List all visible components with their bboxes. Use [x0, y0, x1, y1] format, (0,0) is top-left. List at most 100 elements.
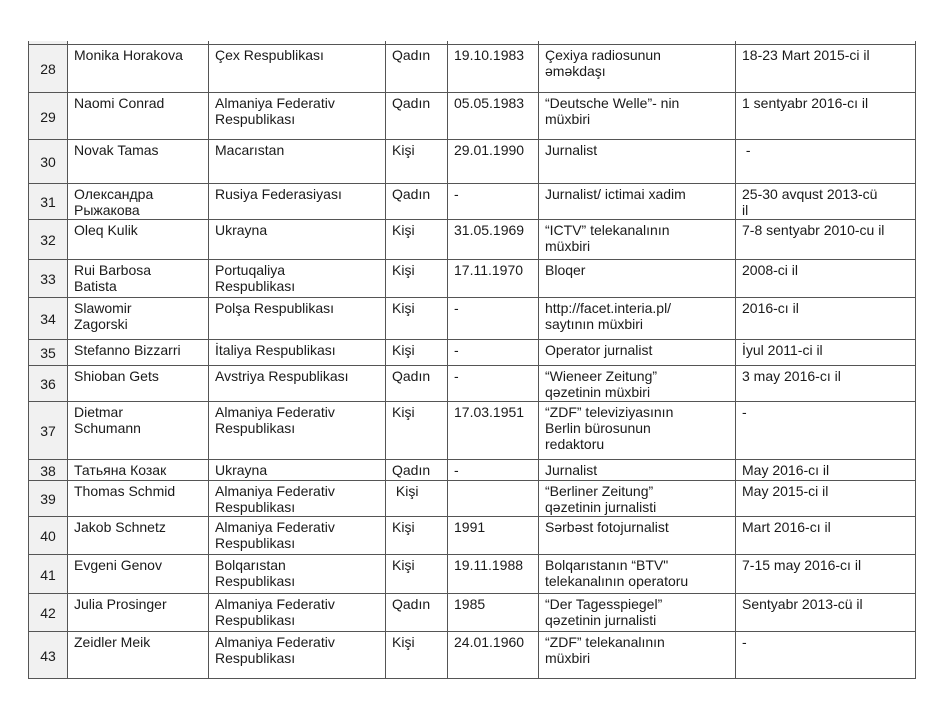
row-number-cell: 41 — [28, 554, 68, 594]
occupation-cell: Jurnalist — [538, 459, 736, 481]
visit-date-cell: 7-8 sentyabr 2010-cu il — [735, 219, 916, 260]
row-number-cell: 42 — [28, 593, 68, 632]
occupation-cell: “Deutsche Welle”- nin müxbiri — [538, 92, 736, 140]
gender-cell: Kişi — [385, 554, 448, 594]
visit-date-cell: - — [735, 401, 916, 460]
table-row: 38 Татьяна Козак Ukrayna Qadın - Jurnali… — [28, 459, 916, 481]
gender-cell: Kişi — [385, 339, 448, 366]
gender-cell: Kişi — [385, 401, 448, 460]
occupation-cell: http://facet.interia.pl/ saytının müxbir… — [538, 297, 736, 340]
country-cell: Bolqarıstan Respublikası — [208, 554, 386, 594]
birthdate-cell — [447, 480, 539, 517]
country-cell: Almaniya Federativ Respublikası — [208, 631, 386, 679]
country-cell: Almaniya Federativ Respublikası — [208, 516, 386, 555]
country-cell: Çex Respublikası — [208, 44, 386, 93]
birthdate-cell: - — [447, 339, 539, 366]
occupation-cell: Jurnalist/ ictimai xadim — [538, 183, 736, 220]
country-cell: Almaniya Federativ Respublikası — [208, 593, 386, 632]
country-cell: Portuqaliya Respublikası — [208, 259, 386, 298]
name-cell: Thomas Schmid — [67, 480, 209, 517]
gender-cell: Kişi — [385, 259, 448, 298]
gender-cell: Qadın — [385, 183, 448, 220]
name-cell: Zeidler Meik — [67, 631, 209, 679]
visit-date-cell: May 2016-cı il — [735, 459, 916, 481]
birthdate-cell: 19.10.1983 — [447, 44, 539, 93]
row-number-cell: 34 — [28, 297, 68, 340]
birthdate-cell: 17.03.1951 — [447, 401, 539, 460]
journalists-table: 28 Monika Horakova Çex Respublikası Qadı… — [28, 41, 916, 679]
country-cell: İtaliya Respublikası — [208, 339, 386, 366]
name-cell: Novak Tamas — [67, 139, 209, 184]
name-cell: Олександра Рыжакова — [67, 183, 209, 220]
table-row: 33 Rui Barbosa Batista Portuqaliya Respu… — [28, 259, 916, 298]
gender-cell: Kişi — [385, 516, 448, 555]
gender-cell: Qadın — [385, 365, 448, 402]
row-number-cell: 43 — [28, 631, 68, 679]
gender-cell: Qadın — [385, 593, 448, 632]
name-cell: Monika Horakova — [67, 44, 209, 93]
name-cell: Evgeni Genov — [67, 554, 209, 594]
table-row: 31 Олександра Рыжакова Rusiya Federasiya… — [28, 183, 916, 220]
table-row: 35 Stefanno Bizzarri İtaliya Respublikas… — [28, 339, 916, 366]
occupation-cell: Operator jurnalist — [538, 339, 736, 366]
visit-date-cell: 2008-ci il — [735, 259, 916, 298]
occupation-cell: Bloqer — [538, 259, 736, 298]
occupation-cell: “Berliner Zeitung” qəzetinin jurnalisti — [538, 480, 736, 517]
table-row: 37 Dietmar Schumann Almaniya Federativ R… — [28, 401, 916, 460]
birthdate-cell: 24.01.1960 — [447, 631, 539, 679]
occupation-cell: “ZDF” telekanalının müxbiri — [538, 631, 736, 679]
occupation-cell: “Der Tagesspiegel” qəzetinin jurnalisti — [538, 593, 736, 632]
table-row: 41 Evgeni Genov Bolqarıstan Respublikası… — [28, 554, 916, 594]
country-cell: Almaniya Federativ Respublikası — [208, 480, 386, 517]
name-cell: Naomi Conrad — [67, 92, 209, 140]
occupation-cell: Çexiya radiosunun əməkdaşı — [538, 44, 736, 93]
name-cell: Dietmar Schumann — [67, 401, 209, 460]
name-cell: Jakob Schnetz — [67, 516, 209, 555]
birthdate-cell: - — [447, 297, 539, 340]
country-cell: Ukrayna — [208, 459, 386, 481]
country-cell: Almaniya Federativ Respublikası — [208, 401, 386, 460]
visit-date-cell: - — [735, 631, 916, 679]
birthdate-cell: 17.11.1970 — [447, 259, 539, 298]
occupation-cell: “ZDF” televiziyasının Berlin bürosunun r… — [538, 401, 736, 460]
row-number-cell: 33 — [28, 259, 68, 298]
row-number-cell: 37 — [28, 401, 68, 460]
country-cell: Avstriya Respublikası — [208, 365, 386, 402]
gender-cell: Kişi — [385, 139, 448, 184]
birthdate-cell: - — [447, 183, 539, 220]
row-number-cell: 29 — [28, 92, 68, 140]
visit-date-cell: 18-23 Mart 2015-ci il — [735, 44, 916, 93]
visit-date-cell: 2016-cı il — [735, 297, 916, 340]
visit-date-cell: 7-15 may 2016-cı il — [735, 554, 916, 594]
gender-cell: Kişi — [385, 297, 448, 340]
birthdate-cell: - — [447, 459, 539, 481]
visit-date-cell: İyul 2011-ci il — [735, 339, 916, 366]
birthdate-cell: - — [447, 365, 539, 402]
name-cell: Rui Barbosa Batista — [67, 259, 209, 298]
gender-cell: Kişi — [385, 480, 448, 517]
name-cell: Oleq Kulik — [67, 219, 209, 260]
occupation-cell: Sərbəst fotojurnalist — [538, 516, 736, 555]
visit-date-cell: 25-30 avqust 2013-cü il — [735, 183, 916, 220]
birthdate-cell: 19.11.1988 — [447, 554, 539, 594]
table-row: 36 Shioban Gets Avstriya Respublikası Qa… — [28, 365, 916, 402]
gender-cell: Kişi — [385, 631, 448, 679]
gender-cell: Qadın — [385, 44, 448, 93]
country-cell: Rusiya Federasiyası — [208, 183, 386, 220]
birthdate-cell: 1985 — [447, 593, 539, 632]
birthdate-cell: 1991 — [447, 516, 539, 555]
country-cell: Macarıstan — [208, 139, 386, 184]
row-number-cell: 39 — [28, 480, 68, 517]
table-row: 40 Jakob Schnetz Almaniya Federativ Resp… — [28, 516, 916, 555]
row-number-cell: 35 — [28, 339, 68, 366]
birthdate-cell: 29.01.1990 — [447, 139, 539, 184]
table-row: 34 Slawomir Zagorski Polşa Respublikası … — [28, 297, 916, 340]
row-number-cell: 38 — [28, 459, 68, 481]
occupation-cell: “ICTV” telekanalının müxbiri — [538, 219, 736, 260]
visit-date-cell: Mart 2016-cı il — [735, 516, 916, 555]
country-cell: Polşa Respublikası — [208, 297, 386, 340]
name-cell: Slawomir Zagorski — [67, 297, 209, 340]
visit-date-cell: 3 may 2016-cı il — [735, 365, 916, 402]
name-cell: Stefanno Bizzarri — [67, 339, 209, 366]
